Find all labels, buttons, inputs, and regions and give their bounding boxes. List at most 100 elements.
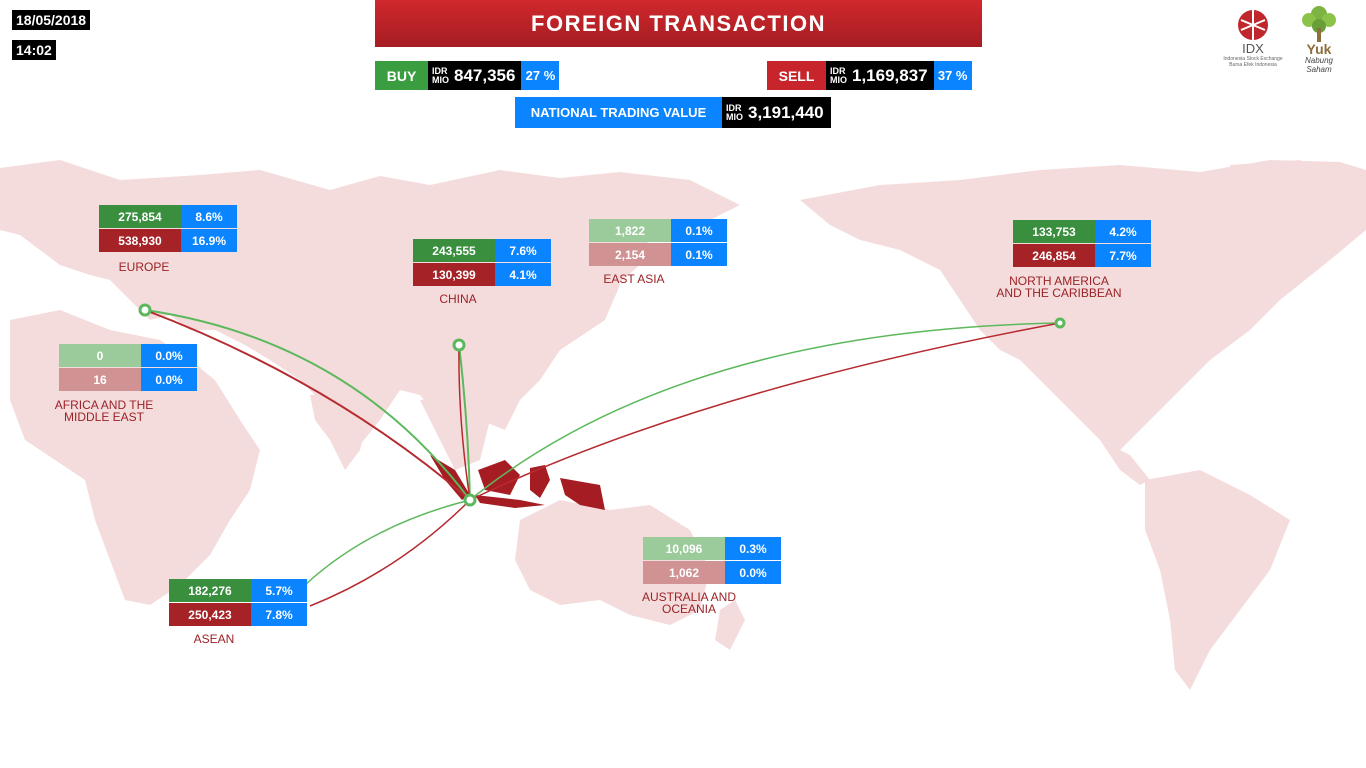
china-label: CHINA — [439, 292, 477, 306]
flow-china-sell — [458, 344, 471, 501]
east-asia-sell-pct: 0.1% — [671, 243, 727, 266]
east-asia-label: EAST ASIA — [603, 272, 665, 286]
africa-label-line2: MIDDLE EAST — [63, 410, 144, 424]
sell-unit-line1: IDR — [830, 65, 846, 76]
europe-sell-value: 538,930 — [99, 229, 181, 252]
east-asia-buy-pct: 0.1% — [671, 219, 727, 242]
europe-buy-pct: 8.6% — [181, 205, 237, 228]
flow-asean-buy — [304, 499, 471, 586]
national-value: 3,191,440 — [746, 97, 831, 128]
yuk-text: Yuk — [1306, 41, 1332, 57]
flow-na-buy — [469, 322, 1061, 501]
region-europe: 275,854 8.6% 538,930 16.9% — [99, 205, 237, 252]
saham-text: Saham — [1306, 65, 1332, 74]
idx-logo-sub2: Bursa Efek Indonesia — [1229, 62, 1277, 68]
buy-unit-line2: MIO — [432, 74, 449, 85]
map-north-america — [800, 160, 1366, 450]
asean-label: ASEAN — [193, 632, 235, 646]
buy-unit-line1: IDR — [432, 65, 448, 76]
buy-value: 847,356 — [452, 61, 522, 90]
idx-logo-text: IDX — [1242, 41, 1264, 56]
north-america-label-line2: AND THE CARIBBEAN — [996, 286, 1122, 300]
region-asean: 182,276 5.7% 250,423 7.8% — [169, 579, 307, 626]
australia-sell-value: 1,062 — [643, 561, 725, 584]
flow-china-buy — [458, 344, 471, 501]
china-buy-value: 243,555 — [413, 239, 495, 262]
nabung-text: Nabung — [1304, 56, 1334, 65]
europe-buy-value: 275,854 — [99, 205, 181, 228]
region-africa-middle-east: 0 0.0% 16 0.0% — [59, 344, 197, 391]
sell-unit: IDR MIO — [826, 61, 850, 90]
africa-sell-value: 16 — [59, 368, 141, 391]
buy-pct: 27 % — [521, 61, 560, 90]
time-label: 14:02 — [12, 40, 56, 60]
europe-label: EUROPE — [118, 260, 170, 274]
australia-buy-pct: 0.3% — [725, 537, 781, 560]
national-summary: NATIONAL TRADING VALUE IDR MIO 3,191,440 — [515, 97, 831, 128]
north-america-sell-value: 246,854 — [1013, 244, 1095, 267]
yuk-nabung-saham-logo: Yuk Nabung Saham — [1294, 4, 1344, 84]
idx-logo-sub1: Indonesia Stock Exchange — [1223, 56, 1283, 62]
buy-unit: IDR MIO — [428, 61, 452, 90]
sell-label: SELL — [767, 61, 826, 90]
map-nz — [715, 600, 745, 650]
map-australia — [515, 500, 710, 625]
east-asia-buy-value: 1,822 — [589, 219, 671, 242]
map-japan — [590, 270, 620, 330]
china-buy-pct: 7.6% — [495, 239, 551, 262]
africa-label: AFRICA AND THE MIDDLE EAST — [44, 399, 164, 423]
sell-summary: SELL IDR MIO 1,169,837 37 % — [767, 61, 972, 90]
region-north-america: 133,753 4.2% 246,854 7.7% — [1013, 220, 1151, 267]
north-america-label: NORTH AMERICA AND THE CARIBBEAN — [989, 275, 1129, 299]
flow-asean-sell — [309, 499, 471, 607]
north-america-sell-pct: 7.7% — [1095, 244, 1151, 267]
australia-label-line2: OCEANIA — [661, 602, 716, 616]
region-east-asia: 1,822 0.1% 2,154 0.1% — [589, 219, 727, 266]
north-america-buy-value: 133,753 — [1013, 220, 1095, 243]
national-unit: IDR MIO — [722, 97, 746, 128]
north-america-buy-pct: 4.2% — [1095, 220, 1151, 243]
africa-sell-pct: 0.0% — [141, 368, 197, 391]
map-south-america — [1145, 470, 1290, 690]
australia-label-line1: AUSTRALIA AND — [641, 590, 737, 604]
national-unit-line2: MIO — [726, 111, 743, 122]
sell-pct: 37 % — [933, 61, 972, 90]
idx-logo: IDX Indonesia Stock Exchange Bursa Efek … — [1212, 8, 1294, 84]
australia-buy-value: 10,096 — [643, 537, 725, 560]
buy-summary: BUY IDR MIO 847,356 27 % — [375, 61, 560, 90]
flow-europe-sell — [144, 309, 471, 501]
national-unit-line1: IDR — [726, 102, 742, 113]
africa-buy-value: 0 — [59, 344, 141, 367]
africa-buy-pct: 0.0% — [141, 344, 197, 367]
node-europe — [138, 303, 152, 317]
europe-sell-pct: 16.9% — [181, 229, 237, 252]
china-sell-pct: 4.1% — [495, 263, 551, 286]
date-label: 18/05/2018 — [12, 10, 91, 30]
page-title: FOREIGN TRANSACTION — [375, 0, 982, 47]
region-china: 243,555 7.6% 130,399 4.1% — [413, 239, 551, 286]
australia-label: AUSTRALIA AND OCEANIA — [629, 591, 749, 615]
idx-emblem-icon — [1238, 10, 1268, 40]
node-china — [452, 338, 466, 352]
map-indochina — [420, 395, 490, 470]
map-india — [310, 390, 370, 470]
flow-na-sell — [469, 322, 1061, 501]
east-asia-sell-value: 2,154 — [589, 243, 671, 266]
sell-value: 1,169,837 — [850, 61, 934, 90]
buy-label: BUY — [375, 61, 428, 90]
asean-sell-pct: 7.8% — [251, 603, 307, 626]
north-america-label-line1: NORTH AMERICA — [1009, 274, 1109, 288]
africa-label-line1: AFRICA AND THE — [54, 398, 154, 412]
map-greenland — [1230, 160, 1330, 230]
region-australia-oceania: 10,096 0.3% 1,062 0.0% — [643, 537, 781, 584]
national-label: NATIONAL TRADING VALUE — [515, 97, 722, 128]
china-sell-value: 130,399 — [413, 263, 495, 286]
sell-unit-line2: MIO — [830, 74, 847, 85]
map-central-america — [1100, 440, 1150, 485]
asean-sell-value: 250,423 — [169, 603, 251, 626]
flow-europe-buy — [144, 309, 471, 501]
node-north-america — [1054, 317, 1066, 329]
australia-sell-pct: 0.0% — [725, 561, 781, 584]
asean-buy-value: 182,276 — [169, 579, 251, 602]
